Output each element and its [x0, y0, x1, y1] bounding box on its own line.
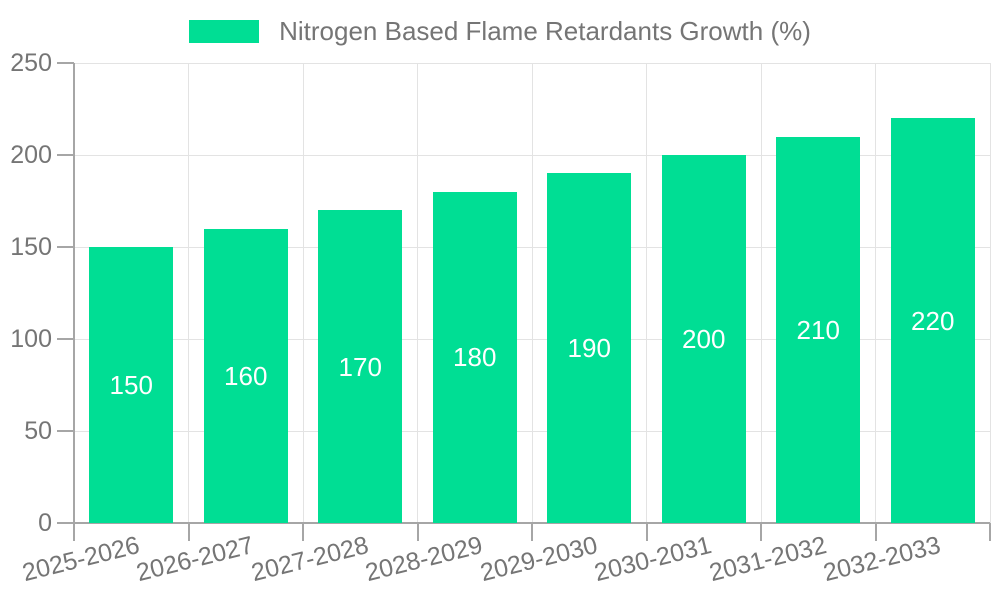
- x-gridline: [417, 63, 418, 523]
- bar[interactable]: [203, 228, 288, 523]
- bar-value-label: 160: [224, 360, 268, 391]
- bar-value-label: 190: [567, 333, 611, 364]
- y-axis-tick-label: 50: [24, 417, 52, 445]
- y-axis-tick-label: 250: [10, 49, 52, 77]
- bar[interactable]: [890, 118, 975, 523]
- x-axis-tick: [302, 523, 304, 541]
- y-axis-tick: [57, 522, 74, 524]
- x-axis-tick: [416, 523, 419, 541]
- y-axis-line: [73, 63, 75, 541]
- y-axis-tick-label: 150: [10, 233, 52, 261]
- y-axis-tick-label: 100: [10, 325, 52, 353]
- bar-value-label: 180: [453, 342, 497, 373]
- y-axis-tick-label: 0: [38, 509, 52, 537]
- x-axis-tick-label: 2032-2033: [820, 531, 944, 588]
- x-axis-tick-label: 2026-2027: [133, 531, 257, 588]
- x-axis-tick: [645, 523, 648, 541]
- x-gridline: [302, 63, 304, 523]
- x-axis-tick: [187, 523, 190, 541]
- x-axis-line: [74, 522, 990, 524]
- x-axis-tick: [989, 523, 991, 541]
- bar[interactable]: [547, 173, 632, 523]
- x-gridline: [646, 63, 647, 523]
- bar[interactable]: [89, 247, 174, 523]
- y-axis-tick-label: 200: [10, 141, 52, 169]
- x-gridline: [760, 63, 762, 523]
- x-axis-tick: [874, 523, 877, 541]
- x-axis-tick: [760, 523, 762, 541]
- bar[interactable]: [776, 136, 861, 523]
- y-axis-tick: [57, 246, 74, 248]
- y-axis-tick: [57, 430, 74, 432]
- bar-value-label: 170: [338, 351, 382, 382]
- x-axis-tick: [531, 523, 533, 541]
- x-axis-tick-label: 2027-2028: [248, 531, 372, 588]
- bar[interactable]: [432, 191, 517, 523]
- legend-swatch: [189, 20, 260, 43]
- x-gridline: [531, 63, 533, 523]
- y-axis-tick: [57, 338, 74, 340]
- x-axis-tick-label: 2030-2031: [591, 531, 715, 588]
- bar[interactable]: [318, 210, 403, 523]
- bar[interactable]: [661, 155, 746, 523]
- x-axis-tick-label: 2025-2026: [19, 531, 143, 588]
- x-gridline: [188, 63, 189, 523]
- legend-label: Nitrogen Based Flame Retardants Growth (…: [279, 16, 811, 46]
- bar-value-label: 200: [682, 324, 726, 354]
- x-axis-tick-label: 2031-2032: [706, 531, 830, 588]
- y-axis-tick: [57, 154, 74, 156]
- x-axis-tick-label: 2028-2029: [362, 531, 486, 588]
- bar-value-label: 220: [911, 305, 955, 336]
- y-axis-tick: [57, 62, 74, 64]
- bar-value-label: 210: [796, 314, 840, 345]
- bar-value-label: 150: [109, 370, 153, 400]
- x-gridline: [989, 63, 991, 523]
- x-axis-tick-label: 2029-2030: [477, 531, 601, 588]
- legend[interactable]: Nitrogen Based Flame Retardants Growth (…: [0, 16, 1000, 47]
- x-gridline: [875, 63, 876, 523]
